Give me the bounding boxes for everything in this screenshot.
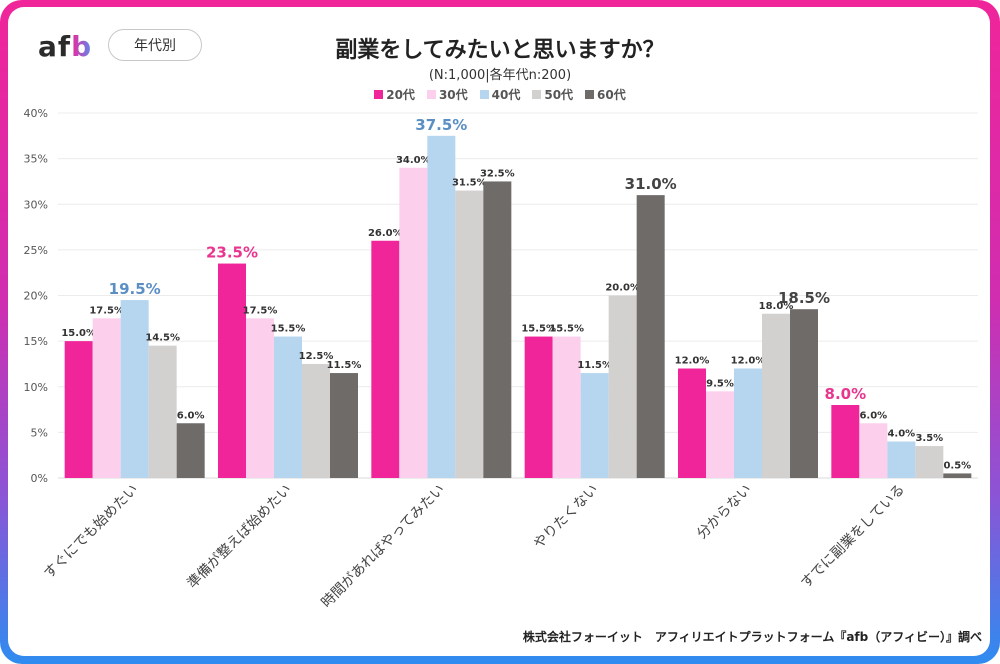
y-tick-label: 0% [31, 472, 48, 485]
data-label: 34.0% [396, 155, 431, 166]
data-label: 32.5% [480, 168, 515, 179]
x-category-label: すぐにでも始めたい [41, 482, 141, 582]
bar [636, 195, 665, 478]
data-label: 14.5% [145, 333, 180, 344]
bar [552, 336, 581, 478]
data-label: 15.5% [549, 324, 584, 335]
legend-item-40s: 40代 [479, 86, 521, 103]
data-label: 17.5% [89, 305, 124, 316]
legend-label: 20代 [386, 88, 415, 102]
data-label: 26.0% [368, 228, 403, 239]
bar [580, 373, 609, 478]
data-label: 18.0% [759, 301, 794, 312]
data-label: 15.0% [61, 328, 96, 339]
logo-text: af [38, 30, 72, 63]
legend-label: 40代 [491, 88, 521, 102]
legend-swatch [585, 90, 595, 99]
bar [455, 190, 484, 478]
data-label: 17.5% [243, 305, 278, 316]
data-label: 4.0% [887, 429, 915, 440]
chart-title: 副業をしてみたいと思いますか？ [335, 38, 665, 63]
data-label: 12.0% [731, 356, 766, 367]
bar [524, 336, 553, 478]
bar [831, 405, 860, 478]
data-label: 8.0% [825, 385, 867, 403]
bar [706, 391, 734, 478]
bar [943, 473, 972, 478]
y-tick-label: 40% [24, 107, 48, 120]
legend-label: 60代 [597, 88, 626, 102]
bar [427, 135, 456, 478]
bar [274, 336, 302, 478]
bar [399, 167, 428, 478]
x-category-label: 時間があればやってみたい [319, 482, 449, 612]
bar [678, 368, 706, 478]
bar [915, 446, 944, 478]
legend-item-50s: 50代 [532, 86, 573, 103]
legend-item-20s: 20代 [374, 86, 415, 103]
y-tick-label: 10% [24, 381, 48, 394]
x-category-label: 準備が整えば始めたい [185, 482, 295, 592]
bar [246, 318, 274, 478]
afb-logo: afb [38, 30, 92, 63]
legend-item-60s: 60代 [585, 86, 626, 103]
legend-label: 30代 [438, 88, 468, 102]
survey-credit: 株式会社フォーイット アフィリエイトプラットフォーム『afb（アフィビー）』調べ [522, 630, 982, 644]
bar [176, 423, 205, 478]
data-label: 37.5% [415, 116, 467, 134]
legend-label: 50代 [544, 88, 574, 102]
chart-subtitle: (N:1,000|各年代n:200) [428, 68, 572, 83]
legend-swatch [426, 90, 436, 99]
bar [218, 263, 246, 478]
data-label: 12.5% [299, 351, 334, 362]
data-label: 12.0% [675, 356, 710, 367]
data-label: 6.0% [177, 410, 205, 421]
data-label: 19.5% [109, 280, 161, 298]
data-label: 6.0% [859, 410, 887, 421]
legend-item-30s: 30代 [426, 86, 468, 103]
data-label: 3.5% [915, 433, 943, 444]
legend-swatch [374, 90, 384, 99]
data-label: 15.5% [521, 324, 556, 335]
bar [302, 363, 330, 478]
bar [887, 441, 916, 478]
data-label: 20.0% [605, 283, 640, 294]
x-category-label: 分からない [694, 482, 755, 543]
data-label: 18.5% [778, 289, 830, 307]
y-tick-label: 30% [24, 198, 48, 211]
y-tick-label: 25% [24, 244, 48, 257]
logo-text-b: b [71, 30, 93, 63]
y-tick-label: 35% [24, 153, 48, 166]
chart-legend: 20代 30代 40代 50代 60代 [0, 86, 1000, 103]
y-tick-label: 5% [31, 426, 48, 439]
data-label: 11.5% [577, 360, 612, 371]
bar [608, 295, 637, 478]
bar [483, 181, 512, 478]
bar [790, 309, 818, 478]
x-category-label: やりたくない [531, 482, 602, 553]
data-label: 23.5% [206, 244, 258, 262]
legend-swatch [479, 90, 489, 99]
bar [120, 300, 149, 478]
bar [371, 240, 400, 478]
y-tick-label: 20% [24, 290, 48, 303]
y-tick-label: 15% [24, 335, 48, 348]
bar [330, 373, 358, 478]
bar [762, 313, 790, 478]
age-group-badge: 年代別 [108, 29, 202, 61]
bar [64, 341, 93, 478]
legend-swatch [532, 90, 542, 99]
bar [859, 423, 888, 478]
data-label: 11.5% [327, 360, 362, 371]
bar [148, 345, 177, 478]
bar [734, 368, 762, 478]
data-label: 9.5% [706, 378, 734, 389]
data-label: 0.5% [943, 460, 971, 471]
data-label: 31.5% [452, 178, 487, 189]
data-label: 15.5% [271, 324, 306, 335]
data-label: 31.0% [625, 175, 677, 193]
bar [92, 318, 121, 478]
x-category-label: すでに副業をしている [798, 482, 908, 592]
